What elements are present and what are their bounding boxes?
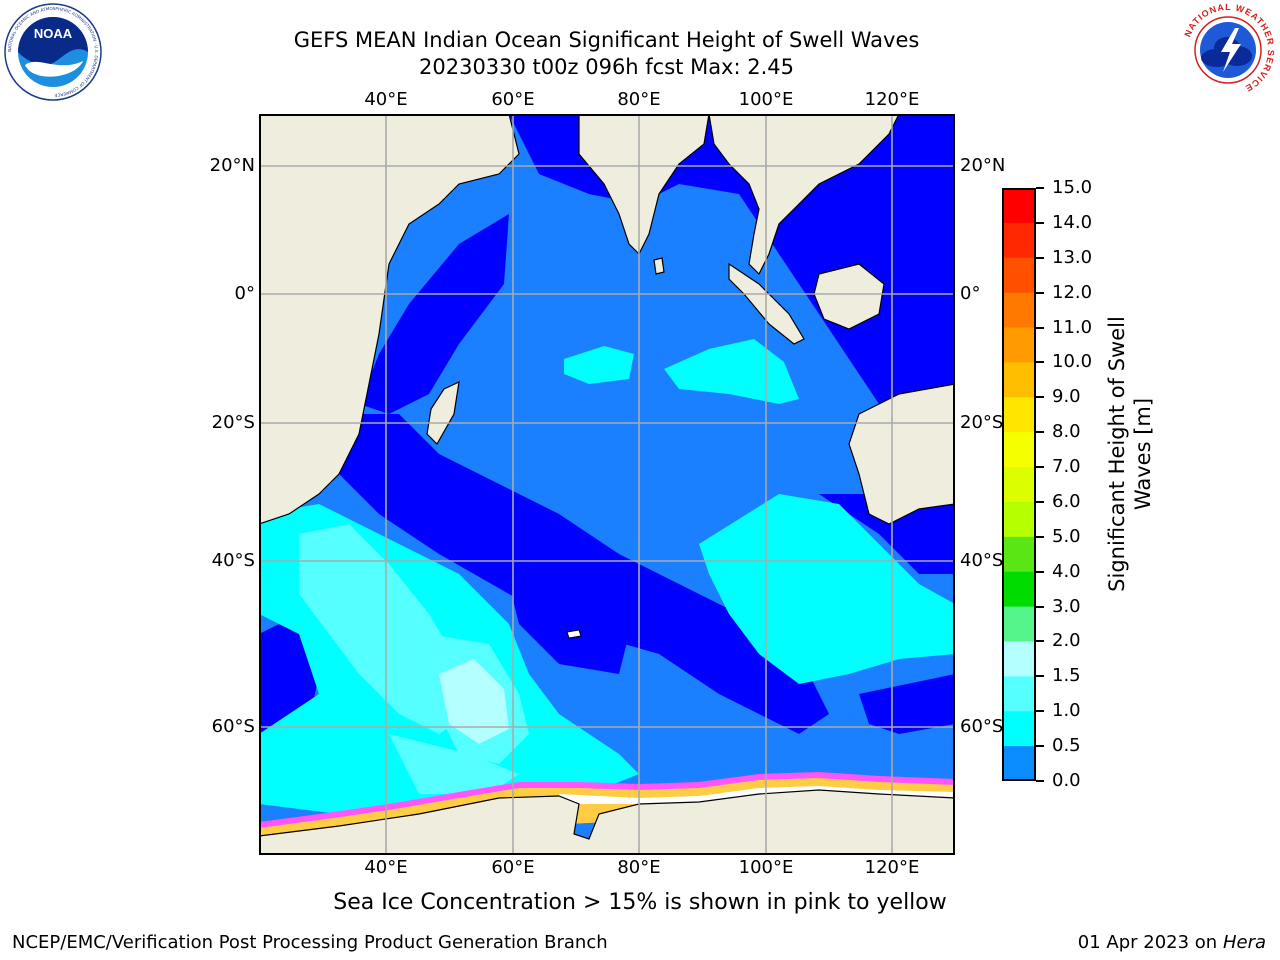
lon-tick-bottom: 120°E xyxy=(864,857,920,878)
colorbar-label-line2: Waves [m] xyxy=(1131,397,1155,511)
colorbar-tick-label: 9.0 xyxy=(1052,386,1081,408)
colorbar-tick-mark xyxy=(1036,431,1044,434)
lat-tick-left: 20°S xyxy=(211,412,255,433)
colorbar-tick-label: 13.0 xyxy=(1052,246,1093,268)
colorbar-tick-mark xyxy=(1036,780,1044,782)
colorbar-border xyxy=(1002,188,1036,781)
footer-credit: NCEP/EMC/Verification Post Processing Pr… xyxy=(12,932,608,953)
colorbar-band xyxy=(1002,676,1036,712)
colorbar-tick-mark xyxy=(1036,675,1044,678)
colorbar-band xyxy=(1002,222,1036,259)
graticule xyxy=(259,114,955,855)
colorbar-band xyxy=(1002,571,1036,608)
colorbar-tick-label: 2.0 xyxy=(1052,630,1081,652)
colorbar-tick-mark xyxy=(1036,710,1044,713)
lat-tick-left: 0° xyxy=(234,283,255,304)
lon-tick-bottom: 40°E xyxy=(364,857,408,878)
colorbar-band xyxy=(1002,501,1036,538)
colorbar-tick-mark xyxy=(1036,396,1044,399)
colorbar-band xyxy=(1002,606,1036,642)
colorbar xyxy=(1002,188,1036,781)
footer-timestamp: 01 Apr 2023 on Hera xyxy=(1078,932,1266,953)
colorbar-tick-label: 5.0 xyxy=(1052,525,1081,547)
lat-tick-left: 20°N xyxy=(209,155,255,176)
footer-machine: Hera xyxy=(1222,932,1266,953)
lon-tick-top: 100°E xyxy=(738,89,794,110)
colorbar-band xyxy=(1002,711,1036,747)
lon-tick-bottom: 80°E xyxy=(617,857,661,878)
colorbar-band xyxy=(1002,397,1036,433)
lat-tick-right: 20°N xyxy=(960,155,1006,176)
noaa-logo-text: NOAA xyxy=(34,26,73,41)
lon-tick-top: 120°E xyxy=(864,89,920,110)
colorbar-tick-label: 7.0 xyxy=(1052,456,1081,478)
colorbar-label: Significant Height of Swell Waves [m] xyxy=(1104,304,1156,604)
lat-tick-right: 40°S xyxy=(960,550,1004,571)
swell-2.0-3.0-regions xyxy=(439,659,509,744)
colorbar-tick-label: 12.0 xyxy=(1052,281,1093,303)
colorbar-band xyxy=(1002,536,1036,573)
chart-title-line2: 20230330 t00z 096h fcst Max: 2.45 xyxy=(419,55,794,79)
colorbar-tick-mark xyxy=(1036,500,1044,503)
map-frame xyxy=(259,114,955,855)
chart-title-line1: GEFS MEAN Indian Ocean Significant Heigh… xyxy=(293,28,920,52)
lon-tick-bottom: 60°E xyxy=(491,857,535,878)
colorbar-tick-label: 3.0 xyxy=(1052,595,1081,617)
colorbar-band xyxy=(1002,641,1036,677)
swell-height-map xyxy=(259,114,955,855)
colorbar-band xyxy=(1002,746,1036,781)
colorbar-tick-label: 1.5 xyxy=(1052,665,1081,687)
colorbar-band xyxy=(1002,362,1036,398)
colorbar-band xyxy=(1002,432,1036,468)
colorbar-tick-mark xyxy=(1036,256,1044,259)
colorbar-tick-label: 0.0 xyxy=(1052,770,1081,791)
footer-date: 01 Apr 2023 on xyxy=(1077,932,1223,953)
lon-tick-top: 60°E xyxy=(491,89,535,110)
colorbar-tick-mark xyxy=(1036,187,1044,189)
colorbar-tick-label: 4.0 xyxy=(1052,560,1081,582)
land-masses xyxy=(259,114,955,855)
colorbar-tick-mark xyxy=(1036,605,1044,608)
colorbar-tick-mark xyxy=(1036,745,1044,748)
lat-tick-right: 20°S xyxy=(960,412,1004,433)
colorbar-tick-label: 1.0 xyxy=(1052,700,1081,722)
colorbar-label-line1: Significant Height of Swell xyxy=(1105,316,1129,592)
colorbar-tick-mark xyxy=(1036,221,1044,224)
colorbar-tick-mark xyxy=(1036,570,1044,573)
colorbar-band xyxy=(1002,188,1036,224)
nws-logo-icon: NATIONAL WEATHER SERVICE xyxy=(1180,2,1276,98)
colorbar-band xyxy=(1002,292,1036,329)
colorbar-tick-label: 14.0 xyxy=(1052,211,1093,233)
lat-tick-right: 0° xyxy=(960,283,981,304)
map-caption: Sea Ice Concentration > 15% is shown in … xyxy=(333,890,947,915)
colorbar-tick-mark xyxy=(1036,535,1044,538)
lon-tick-top: 80°E xyxy=(617,89,661,110)
colorbar-tick-label: 10.0 xyxy=(1052,351,1093,373)
colorbar-tick-label: 11.0 xyxy=(1052,316,1093,338)
lat-tick-right: 60°S xyxy=(960,716,1004,737)
colorbar-tick-mark xyxy=(1036,291,1044,294)
lon-tick-bottom: 100°E xyxy=(738,857,794,878)
lat-tick-left: 60°S xyxy=(211,716,255,737)
colorbar-tick-label: 0.5 xyxy=(1052,735,1081,757)
colorbar-tick-label: 6.0 xyxy=(1052,490,1081,512)
colorbar-tick-label: 15.0 xyxy=(1052,177,1093,198)
colorbar-band xyxy=(1002,327,1036,363)
island-marks xyxy=(566,629,582,639)
colorbar-tick-mark xyxy=(1036,466,1044,469)
colorbar-tick-label: 8.0 xyxy=(1052,421,1081,443)
colorbar-tick-mark xyxy=(1036,361,1044,364)
colorbar-band xyxy=(1002,467,1036,503)
noaa-logo-icon: NOAA NATIONAL OCEANIC AND ATMOSPHERIC AD… xyxy=(4,3,102,101)
colorbar-tick-mark xyxy=(1036,640,1044,643)
lat-tick-left: 40°S xyxy=(211,550,255,571)
lon-tick-top: 40°E xyxy=(364,89,408,110)
colorbar-band xyxy=(1002,257,1036,294)
colorbar-tick-mark xyxy=(1036,326,1044,329)
